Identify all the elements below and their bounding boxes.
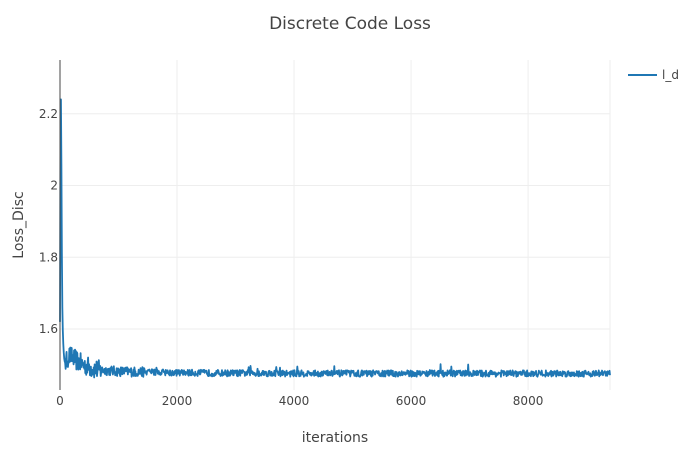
y-tick-label: 2: [50, 179, 58, 193]
legend[interactable]: l_d: [628, 68, 679, 82]
grid-layer: [60, 60, 611, 390]
y-axis-title: Loss_Disc: [11, 191, 27, 258]
x-tick-label: 2000: [162, 394, 193, 408]
x-tick-label: 6000: [396, 394, 427, 408]
x-tick-label: 4000: [279, 394, 310, 408]
axis-layer: 0 2000 4000 6000 8000 1.6 1.8 2 2.2: [39, 60, 543, 408]
x-axis-title: iterations: [302, 430, 368, 446]
y-tick-label: 1.8: [39, 250, 58, 264]
x-tick-label: 0: [56, 394, 64, 408]
chart-title: Discrete Code Loss: [269, 14, 431, 34]
y-tick-label: 1.6: [39, 322, 58, 336]
y-tick-label: 2.2: [39, 107, 58, 121]
plot-area: [59, 98, 611, 379]
x-tick-label: 8000: [513, 394, 544, 408]
legend-label-l_d: l_d: [662, 68, 679, 82]
series-line-l_d: [59, 98, 611, 379]
